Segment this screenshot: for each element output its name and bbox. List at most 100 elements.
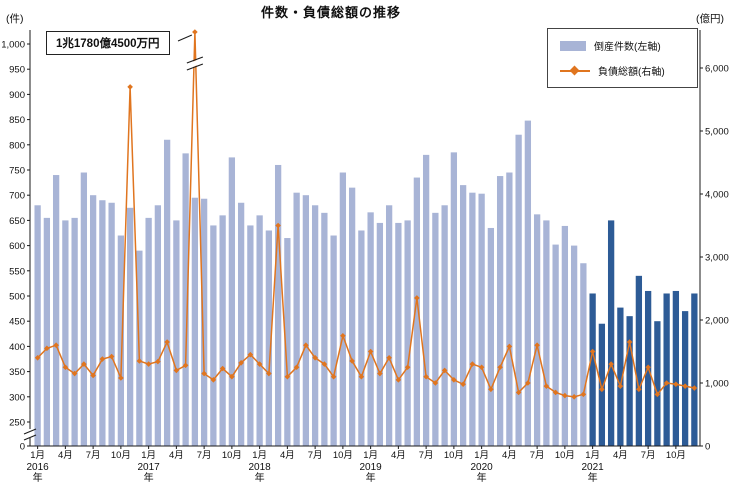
- bar-2016-10: [117, 235, 125, 446]
- bar-2016-08: [99, 200, 106, 446]
- left-tick-label: 450: [9, 317, 25, 328]
- right-tick-label: 1,000: [705, 379, 729, 390]
- bar-2021-10: [672, 290, 680, 446]
- bar-2019-02: [376, 222, 384, 446]
- marker-2017-07: [201, 370, 207, 377]
- left-tick-label: 300: [9, 392, 25, 403]
- marker-2021-12: [691, 385, 698, 391]
- bar-2019-01: [367, 212, 374, 446]
- bar-2016-06: [80, 172, 88, 446]
- marker-2020-05: [515, 389, 522, 396]
- bar-2021-09: [663, 293, 670, 446]
- year-suffix-label: 年: [33, 471, 43, 483]
- bar-2016-02: [43, 217, 51, 446]
- marker-2019-02: [377, 370, 383, 377]
- marker-2018-01: [256, 361, 263, 367]
- bar-2018-06: [302, 195, 310, 446]
- legend-liabilities-label: 負債総額(右軸): [598, 67, 665, 78]
- bar-2019-11: [459, 185, 467, 446]
- marker-2021-05: [626, 339, 633, 345]
- bar-2017-10: [228, 157, 236, 446]
- marker-2020-04: [506, 343, 513, 350]
- marker-2019-01: [367, 348, 374, 355]
- marker-2020-12: [580, 391, 587, 398]
- marker-2019-05: [404, 364, 411, 371]
- right-tick-label: 3,000: [705, 253, 729, 264]
- marker-2018-03: [275, 222, 281, 229]
- marker-2020-07: [534, 342, 540, 348]
- month-tick-label: 4月: [391, 450, 406, 461]
- bar-2016-01: [34, 205, 41, 446]
- left-tick-label: 1,000: [1, 40, 25, 51]
- left-tick-label: 500: [9, 292, 25, 303]
- marker-2017-12: [247, 351, 254, 358]
- marker-2017-08: [210, 377, 217, 383]
- bar-2019-05: [404, 220, 411, 446]
- month-tick-label: 1月: [141, 450, 156, 461]
- year-label: 2018: [249, 462, 272, 473]
- bar-2020-11: [570, 245, 578, 446]
- legend: 倒産件数(左軸) 負債総額(右軸): [547, 28, 698, 88]
- legend-item-liabilities: 負債総額(右軸): [560, 63, 697, 78]
- month-tick-label: 1月: [252, 450, 267, 461]
- bar-2018-08: [321, 212, 328, 446]
- left-tick-label: 700: [9, 191, 25, 202]
- marker-2018-05: [293, 364, 300, 371]
- bar-2017-02: [154, 205, 162, 446]
- bar-2018-09: [330, 235, 337, 446]
- right-axis-unit-label: (億円): [696, 13, 724, 25]
- bar-2021-01: [589, 293, 596, 446]
- year-suffix-label: 年: [144, 471, 154, 483]
- bar-2021-05: [626, 316, 633, 446]
- month-tick-label: 10月: [222, 450, 242, 461]
- bar-2020-01: [478, 193, 485, 446]
- marker-2020-03: [497, 364, 503, 371]
- bar-2018-10: [339, 172, 347, 446]
- month-tick-label: 7月: [197, 450, 212, 461]
- year-label: 2021: [582, 462, 605, 473]
- month-tick-label: 7月: [641, 450, 656, 461]
- month-tick-label: 7月: [308, 450, 323, 461]
- marker-2019-12: [469, 361, 476, 367]
- bar-2020-07: [533, 214, 541, 446]
- marker-2020-01: [478, 364, 485, 371]
- bar-2021-11: [681, 311, 689, 446]
- annotation-leader-line: [177, 34, 193, 42]
- marker-2020-11: [571, 394, 577, 400]
- marker-2018-12: [358, 373, 365, 380]
- diamond-marker-icon: [569, 65, 580, 75]
- bar-2016-05: [71, 217, 78, 446]
- marker-2017-11: [238, 360, 244, 366]
- left-tick-label: 400: [9, 342, 25, 353]
- bar-2021-04: [617, 307, 624, 446]
- bar-2017-11: [237, 202, 245, 446]
- marker-2018-02: [266, 370, 272, 377]
- month-tick-label: 4月: [613, 450, 628, 461]
- marker-2018-04: [284, 373, 291, 380]
- bar-swatch-icon: [560, 40, 586, 51]
- bar-2017-01: [145, 217, 152, 446]
- bar-2020-05: [515, 134, 522, 446]
- marker-2018-08: [321, 361, 328, 367]
- right-tick-label: 0: [705, 442, 710, 453]
- bar-2020-12: [580, 263, 587, 446]
- marker-2018-07: [312, 355, 318, 361]
- month-tick-label: 1月: [363, 450, 378, 461]
- legend-cases-label: 倒産件数(左軸): [594, 42, 661, 53]
- left-tick-label: 0: [20, 442, 25, 453]
- bar-2017-12: [247, 225, 254, 446]
- month-tick-label: 7月: [530, 450, 545, 461]
- bar-2020-08: [543, 220, 550, 446]
- marker-2017-09: [219, 365, 226, 372]
- marker-2021-07: [645, 364, 651, 371]
- left-tick-label: 900: [9, 90, 25, 101]
- marker-2018-11: [349, 358, 355, 364]
- month-tick-label: 4月: [280, 450, 295, 461]
- line-swatch-icon: [560, 65, 590, 76]
- year-label: 2020: [471, 462, 494, 473]
- marker-2020-06: [525, 380, 531, 386]
- marker-2017-04: [173, 367, 180, 374]
- marker-2021-02: [599, 386, 605, 393]
- marker-2019-03: [386, 355, 392, 361]
- bar-2021-06: [635, 275, 643, 446]
